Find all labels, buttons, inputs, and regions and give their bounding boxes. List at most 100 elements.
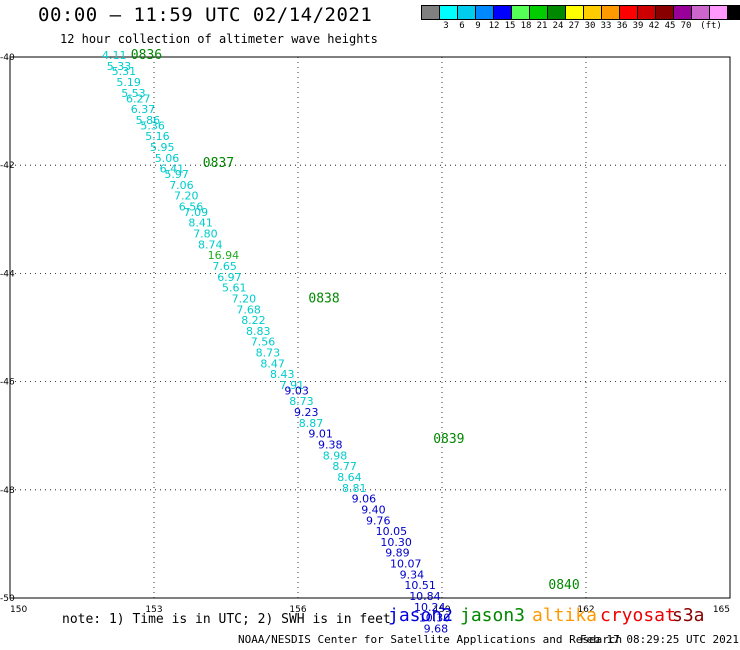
plot-frame — [9, 56, 731, 599]
color-scale-label: 33 — [600, 21, 612, 31]
swh-value-label: 5.06 — [155, 152, 180, 165]
swh-value-label: 8.74 — [198, 238, 223, 251]
swh-value-label: 5.95 — [150, 141, 175, 154]
swh-value-label: 9.01 — [308, 428, 333, 441]
swh-value-label: 5.33 — [107, 60, 132, 73]
swh-value-label: 7.20 — [232, 292, 257, 305]
swh-value-label: 8.83 — [246, 325, 271, 338]
swh-value-label: 9.76 — [366, 514, 391, 527]
swh-value-label: 8.73 — [256, 347, 281, 360]
swh-value-label: 5.97 — [164, 168, 189, 181]
swh-value-label: 7.80 — [193, 228, 218, 241]
color-scale-label: 24 — [552, 21, 564, 31]
swh-value-label: 16.94 — [208, 249, 240, 262]
swh-value-label: 7.06 — [169, 179, 194, 192]
swh-value-label: 6.97 — [217, 271, 242, 284]
time-label: 0839 — [433, 432, 464, 447]
x-tick-label: 150 — [10, 605, 27, 615]
swh-value-label: 5.31 — [112, 65, 137, 78]
color-scale-label: 45 — [664, 21, 676, 31]
swh-value-label: 9.03 — [284, 384, 309, 397]
y-tick-label: -40 — [0, 53, 15, 63]
swh-value-label: 5.19 — [116, 76, 140, 89]
swh-value-label: 10.24 — [414, 601, 446, 614]
swh-value-label: 10.07 — [390, 558, 422, 571]
swh-value-label: 8.64 — [337, 471, 362, 484]
swh-value-label: 9.06 — [352, 493, 377, 506]
swh-value-label: 5.86 — [136, 114, 161, 127]
x-tick-label: 162 — [577, 605, 594, 615]
swh-value-label: 7.68 — [236, 303, 261, 316]
y-tick-label: -42 — [0, 161, 15, 171]
swh-value-label: 10.05 — [376, 525, 408, 538]
x-tick-label: 156 — [289, 605, 306, 615]
swh-value-label: 5.53 — [121, 87, 146, 100]
swh-value-label: 7.91 — [280, 379, 305, 392]
y-tick-label: -50 — [0, 594, 15, 604]
swh-value-label: 8.22 — [241, 314, 266, 327]
swh-value-label: 9.23 — [294, 406, 319, 419]
legend-jason2: jason2 — [388, 605, 454, 626]
swh-value-label: 5.61 — [222, 282, 247, 295]
color-scale-label: 18 — [520, 21, 532, 31]
x-tick-label: 165 — [713, 605, 730, 615]
color-scale — [421, 5, 740, 20]
swh-value-label: 8.47 — [260, 357, 285, 370]
swh-value-label: 9.89 — [385, 547, 410, 560]
swh-value-label: 7.09 — [184, 206, 209, 219]
swh-value-label: 10.84 — [409, 590, 441, 603]
swh-value-label: 9.68 — [424, 622, 449, 635]
color-scale-label: 39 — [632, 21, 644, 31]
legend-cryosat: cryosat — [600, 605, 676, 626]
footer-note: note: 1) Time is in UTC; 2) SWH is in fe… — [62, 612, 391, 627]
y-tick-label: -46 — [0, 378, 15, 388]
page-title: 00:00 — 11:59 UTC 02/14/2021 — [38, 4, 373, 26]
swh-value-label: 10.30 — [419, 612, 451, 625]
time-label: 0840 — [548, 578, 579, 593]
footer-generated-time: Feb 17 08:29:25 UTC 2021 — [580, 633, 739, 646]
y-tick-label: -48 — [0, 486, 15, 496]
swh-value-label: 6.27 — [126, 92, 151, 105]
swh-value-label: 9.38 — [318, 439, 343, 452]
footer-credit: NOAA/NESDIS Center for Satellite Applica… — [238, 633, 623, 646]
swh-value-label: 8.43 — [270, 368, 295, 381]
swh-value-label: 6.37 — [131, 103, 156, 116]
color-scale-label: 3 — [443, 21, 449, 31]
swh-value-label: 6.41 — [160, 163, 185, 176]
swh-value-label: 7.56 — [251, 336, 275, 349]
color-scale-label: 70 — [680, 21, 692, 31]
color-scale-label: 36 — [616, 21, 628, 31]
swh-value-label: 8.87 — [299, 417, 324, 430]
x-tick-label: 153 — [145, 605, 162, 615]
color-scale-label: 9 — [475, 21, 481, 31]
swh-value-label: 8.81 — [342, 482, 367, 495]
color-scale-label: 21 — [536, 21, 548, 31]
swh-value-label: 9.34 — [400, 568, 425, 581]
swh-value-label: 4.11 — [102, 49, 127, 62]
y-tick-label: -44 — [0, 269, 15, 279]
swh-value-label: 7.20 — [174, 190, 199, 203]
color-scale-label: 30 — [584, 21, 596, 31]
time-label: 0838 — [308, 291, 339, 306]
x-tick-label: 159 — [433, 605, 450, 615]
swh-value-label: 7.65 — [212, 260, 237, 273]
legend-jason3: jason3 — [460, 605, 526, 626]
legend-altika: altika — [532, 605, 598, 626]
color-scale-label: 15 — [504, 21, 516, 31]
swh-value-label: 9.40 — [361, 503, 386, 516]
color-scale-unit: (ft) — [700, 21, 722, 31]
swh-value-label: 8.77 — [332, 460, 357, 473]
time-label: 0836 — [131, 48, 162, 63]
color-scale-label: 42 — [648, 21, 660, 31]
color-scale-swatch — [727, 5, 740, 20]
swh-value-label: 8.98 — [323, 449, 348, 462]
color-scale-label: 6 — [459, 21, 465, 31]
swh-value-label: 10.30 — [380, 536, 412, 549]
swh-value-label: 6.56 — [179, 200, 204, 213]
swh-value-label: 10.51 — [404, 579, 436, 592]
swh-value-label: 5.36 — [140, 119, 165, 132]
swh-value-label: 8.73 — [289, 395, 314, 408]
legend-s3a: s3a — [672, 605, 705, 626]
swh-value-label: 5.16 — [145, 130, 170, 143]
